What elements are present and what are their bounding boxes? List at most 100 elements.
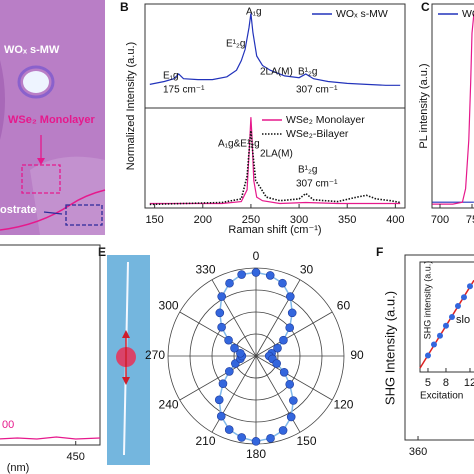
data-line bbox=[149, 117, 401, 205]
data-line bbox=[0, 436, 101, 440]
data-point bbox=[237, 270, 246, 279]
data-line bbox=[432, 13, 474, 205]
x-tick-label: 300 bbox=[290, 214, 308, 226]
x-tick-label: 8 bbox=[443, 377, 449, 389]
angle-label: 0 bbox=[253, 249, 260, 263]
axes-frame bbox=[0, 244, 101, 446]
data-point bbox=[287, 308, 297, 318]
data-point bbox=[272, 359, 281, 368]
axis-label: SHG intensity (a.u.) bbox=[422, 261, 432, 340]
roi-box bbox=[65, 204, 103, 226]
data-point bbox=[289, 396, 298, 405]
grid-spoke bbox=[255, 311, 333, 357]
data-point bbox=[266, 434, 275, 443]
nanowire-photo bbox=[107, 255, 150, 465]
arrow bbox=[43, 211, 63, 215]
x-tick-label: 12 bbox=[464, 377, 474, 389]
grid-spoke bbox=[211, 279, 257, 357]
wox-halo bbox=[17, 65, 55, 99]
legend-label: WOₓ s-MW bbox=[336, 8, 388, 20]
data-point bbox=[215, 308, 225, 318]
data-point bbox=[448, 314, 455, 320]
data-point bbox=[279, 335, 288, 345]
data-point bbox=[285, 379, 295, 389]
axes-frame bbox=[419, 261, 474, 373]
annotation: 2LA(M) bbox=[260, 67, 293, 78]
grid-spoke bbox=[255, 279, 301, 357]
annotation: slo bbox=[456, 314, 470, 326]
axes-frame bbox=[431, 3, 474, 209]
annotation: 2LA(M) bbox=[260, 149, 293, 160]
axis-label: Normalized Intensity (a.u.) bbox=[125, 42, 137, 170]
annotation: 307 cm⁻¹ bbox=[296, 85, 338, 96]
x-tick-label: 200 bbox=[194, 214, 212, 226]
axis-label: SHG Intensity (a.u.) bbox=[382, 291, 397, 405]
panel-label: E bbox=[98, 245, 106, 259]
data-point bbox=[217, 292, 226, 301]
panel-label: B bbox=[120, 0, 129, 14]
data-point bbox=[225, 278, 234, 288]
x-tick-label: 700 bbox=[431, 214, 449, 226]
data-point bbox=[218, 379, 228, 389]
data-point bbox=[224, 425, 234, 434]
flake bbox=[0, 60, 5, 140]
data-point bbox=[442, 322, 449, 329]
annotation: A₁g&E¹₂g bbox=[218, 139, 260, 150]
data-point bbox=[430, 341, 437, 348]
data-point bbox=[230, 343, 239, 353]
label: ostrate bbox=[0, 204, 37, 216]
data-point bbox=[251, 437, 261, 446]
annotation: B¹₂g bbox=[298, 165, 317, 176]
axes-frame bbox=[404, 254, 474, 441]
label: WOₓ s-MW bbox=[4, 44, 60, 56]
data-point bbox=[237, 433, 246, 442]
data-line bbox=[149, 130, 401, 206]
axes-frame bbox=[144, 107, 406, 209]
x-tick-label: 360 bbox=[409, 446, 427, 458]
data-point bbox=[216, 411, 226, 421]
data-point bbox=[285, 323, 295, 333]
x-tick-label: 350 bbox=[338, 214, 356, 226]
data-point bbox=[217, 322, 226, 332]
grid-spoke bbox=[179, 355, 257, 401]
data-point bbox=[286, 412, 296, 422]
data-point bbox=[236, 348, 245, 358]
wox-crystal bbox=[23, 71, 49, 93]
angle-label: 60 bbox=[337, 299, 351, 313]
annotation: B¹₂g bbox=[298, 67, 317, 78]
angle-label: 180 bbox=[246, 447, 266, 461]
angle-label: 330 bbox=[195, 262, 215, 276]
panel-label: F bbox=[376, 245, 383, 259]
x-tick-label: 400 bbox=[386, 214, 404, 226]
flake bbox=[30, 156, 105, 235]
annotation: A₁g bbox=[246, 7, 262, 18]
data-point bbox=[278, 426, 288, 435]
axis-label: (nm) bbox=[7, 462, 30, 474]
angle-label: 210 bbox=[195, 434, 215, 448]
annotation: E¹₂g bbox=[226, 39, 245, 50]
angle-label: 270 bbox=[145, 348, 165, 362]
angle-label: 150 bbox=[296, 434, 316, 448]
data-point bbox=[454, 303, 461, 309]
x-tick-label: 75 bbox=[466, 214, 474, 226]
panel-label: C bbox=[421, 0, 430, 14]
data-point bbox=[279, 367, 289, 377]
legend-label: WSe₂-Bilayer bbox=[286, 128, 349, 140]
micrograph: WOₓ s-MW WSe₂ Monolayer ostrate bbox=[0, 0, 106, 235]
data-point bbox=[214, 395, 224, 405]
legend-label: WOₓ s bbox=[462, 8, 474, 20]
angle-label: 120 bbox=[333, 398, 353, 412]
data-point bbox=[225, 367, 234, 376]
angle-label: 90 bbox=[350, 348, 364, 362]
grid-spoke bbox=[179, 311, 257, 357]
axis-label: Raman shift (cm⁻¹) bbox=[228, 224, 321, 236]
data-point bbox=[251, 268, 261, 277]
legend-label: WSe₂ Monolayer bbox=[286, 114, 365, 126]
angle-label: 240 bbox=[159, 398, 179, 412]
annotation: 307 cm⁻¹ bbox=[296, 179, 338, 190]
data-line bbox=[149, 13, 401, 86]
x-tick-label: 450 bbox=[67, 451, 85, 463]
grid-spoke bbox=[255, 355, 333, 401]
axis-label: Excitation bbox=[420, 391, 463, 402]
